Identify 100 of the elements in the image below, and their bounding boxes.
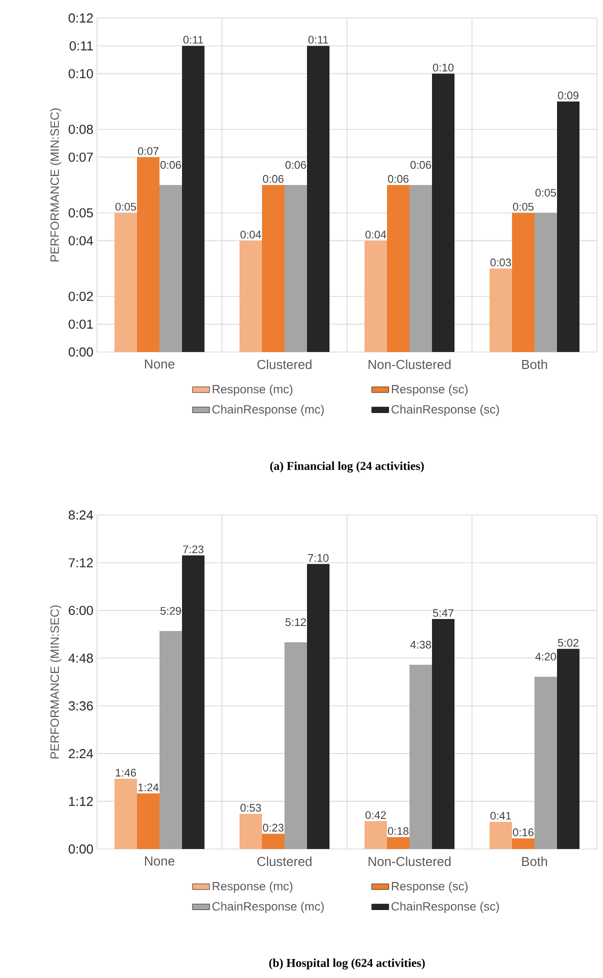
bar [557, 102, 580, 352]
legend-label: ChainResponse (sc) [392, 404, 499, 416]
bar [490, 268, 512, 352]
legend-label: Response (sc) [392, 882, 468, 893]
x-tick-label: None [145, 360, 174, 369]
y-tick-label: 0:00 [68, 347, 93, 357]
bar [262, 185, 285, 352]
y-tick-label: 0:00 [68, 844, 93, 854]
bar [284, 642, 307, 850]
data-label: 5:29 [160, 607, 181, 615]
data-label: 0:06 [262, 175, 284, 183]
bar [240, 240, 262, 352]
bar [512, 212, 534, 352]
bar [182, 555, 204, 850]
y-tick-label: 1:12 [69, 796, 93, 806]
y-tick-label: 0:05 [68, 208, 93, 218]
data-label: 0:53 [240, 804, 261, 812]
y-tick-label: 8:24 [68, 510, 94, 520]
y-tick-label: 4:48 [68, 654, 93, 663]
bar [160, 630, 182, 850]
bar [182, 46, 204, 352]
data-label: 0:10 [432, 64, 454, 72]
text: (a) Financial log (24 activities) [270, 462, 424, 472]
bar [307, 46, 330, 352]
data-label: 0:06 [160, 161, 181, 169]
bar [410, 185, 432, 352]
bar [364, 821, 388, 850]
data-label: 0:23 [262, 824, 284, 832]
legend-label: Response (mc) [212, 882, 292, 893]
data-label: 7:23 [183, 545, 204, 554]
bar [262, 834, 285, 850]
bar [387, 185, 410, 352]
data-label: 4:38 [410, 640, 431, 649]
data-label: 7:10 [308, 554, 329, 562]
data-label: 5:47 [432, 609, 454, 617]
data-label: 0:11 [183, 36, 204, 44]
y-tick-label: 0:10 [68, 69, 93, 78]
bar [432, 74, 455, 352]
legend-label: Response (sc) [392, 384, 468, 396]
x-tick-label: Clustered [257, 360, 312, 370]
bar [307, 564, 330, 850]
data-label: 0:06 [410, 161, 431, 169]
y-tick-label: 0:11 [70, 41, 93, 50]
y-tick-label: 0:08 [68, 124, 93, 134]
y-tick-label: 7:12 [68, 558, 93, 568]
bar [432, 619, 455, 850]
bar [137, 793, 160, 850]
bar [160, 185, 182, 352]
legend-label: ChainResponse (sc) [392, 902, 499, 913]
data-label: 0:05 [535, 188, 556, 197]
y-tick-label: 0:02 [68, 292, 93, 301]
data-label: 0:05 [512, 202, 534, 211]
text: (b) Hospital log (624 activities) [269, 958, 425, 970]
data-label: 0:07 [138, 147, 158, 155]
data-label: 0:09 [558, 92, 578, 100]
data-label: 5:02 [558, 638, 578, 647]
bar [512, 838, 534, 850]
bar [284, 185, 307, 352]
y-tick-label: 6:00 [68, 606, 93, 616]
bar [557, 648, 580, 850]
data-label: 1:24 [138, 783, 159, 792]
bar [387, 837, 410, 850]
y-tick-label: 3:36 [68, 701, 93, 710]
y-axis-title: PERFORMANCE (MIN:SEC) [50, 108, 62, 262]
x-tick-label: Non-Clustered [368, 856, 451, 866]
data-label: 0:42 [365, 811, 386, 819]
data-label: 0:16 [512, 828, 534, 836]
data-label: 5:12 [285, 618, 306, 626]
data-label: 0:06 [285, 161, 306, 169]
data-label: 0:04 [365, 230, 386, 238]
bar [364, 240, 388, 352]
bar [490, 822, 512, 850]
bar [114, 778, 137, 850]
legend-label: ChainResponse (mc) [212, 404, 324, 416]
y-tick-label: 2:24 [68, 749, 94, 758]
bar [534, 676, 558, 850]
bar [240, 814, 262, 850]
legend-label: Response (mc) [212, 384, 292, 396]
x-tick-label: Both [522, 360, 548, 370]
x-tick-label: Clustered [257, 856, 312, 866]
y-tick-label: 0:04 [68, 236, 94, 246]
y-tick-label: 0:07 [68, 152, 93, 162]
data-label: 0:11 [308, 36, 328, 44]
y-tick-label: 0:01 [68, 320, 93, 329]
data-label: 0:03 [490, 258, 511, 266]
y-axis-title: PERFORMANCE (MIN:SEC) [50, 605, 62, 758]
x-tick-label: None [145, 856, 174, 866]
legend-label: ChainResponse (mc) [212, 902, 324, 913]
x-tick-label: Both [522, 856, 548, 866]
y-tick-label: 0:12 [68, 13, 93, 23]
x-tick-label: Non-Clustered [368, 360, 451, 370]
bar [137, 157, 160, 352]
bar [410, 664, 432, 850]
data-label: 4:20 [535, 652, 556, 661]
data-label: 1:46 [116, 768, 136, 777]
data-label: 0:18 [388, 827, 408, 835]
data-label: 0:06 [388, 175, 408, 183]
data-label: 0:41 [490, 812, 511, 820]
data-label: 0:05 [115, 202, 136, 211]
data-label: 0:04 [240, 230, 262, 238]
